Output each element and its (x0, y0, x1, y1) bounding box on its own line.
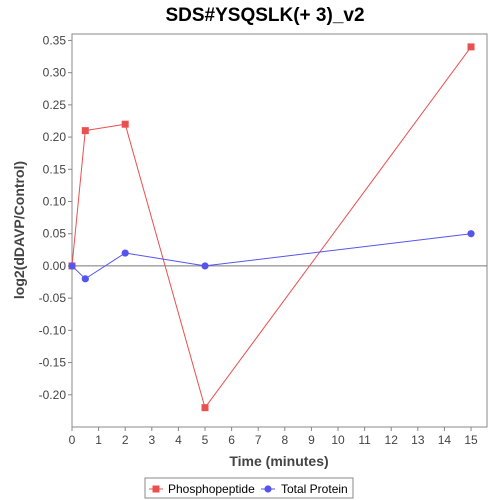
x-tick-label: 4 (175, 433, 182, 447)
data-point (201, 404, 209, 412)
y-tick-label: 0.00 (43, 259, 67, 273)
data-point (467, 43, 475, 51)
x-tick-label: 9 (308, 433, 315, 447)
y-tick-label: -0.15 (39, 356, 67, 370)
data-point (467, 230, 475, 238)
y-tick-label: -0.20 (39, 388, 67, 402)
x-tick-label: 13 (411, 433, 425, 447)
series-layer (68, 43, 475, 412)
x-tick-label: 15 (464, 433, 478, 447)
y-tick-label: 0.10 (43, 195, 67, 209)
x-tick-label: 7 (255, 433, 262, 447)
chart-title: SDS#YSQSLK(+ 3)_v2 (165, 5, 364, 26)
data-point (201, 262, 209, 270)
x-tick-label: 0 (69, 433, 76, 447)
legend-box (144, 477, 354, 499)
data-point (81, 127, 89, 135)
x-tick-label: 11 (358, 433, 371, 447)
x-axis: 0 1 2 3 4 5 6 7 8 9 10 11 12 13 14 15 (69, 427, 478, 447)
y-tick-label: 0.20 (43, 130, 67, 144)
data-point (121, 249, 129, 257)
x-tick-label: 3 (148, 433, 155, 447)
x-tick-label: 6 (228, 433, 235, 447)
legend-marker (152, 485, 160, 493)
x-tick-label: 2 (122, 433, 129, 447)
x-axis-label: Time (minutes) (229, 453, 328, 469)
y-tick-label: 0.05 (43, 227, 67, 241)
x-tick-label: 8 (281, 433, 288, 447)
x-tick-label: 12 (385, 433, 399, 447)
x-tick-label: 10 (331, 433, 345, 447)
legend-label: Phosphopeptide (168, 482, 255, 496)
data-point (81, 275, 89, 283)
legend: Phosphopeptide Total Protein (144, 477, 354, 499)
y-tick-label: -0.05 (39, 291, 67, 305)
y-tick-label: 0.15 (43, 162, 67, 176)
legend-label: Total Protein (281, 482, 348, 496)
x-tick-label: 5 (202, 433, 209, 447)
data-point (121, 120, 129, 128)
y-tick-label: 0.35 (43, 33, 67, 47)
y-tick-label: -0.10 (39, 323, 67, 337)
y-axis-label: log2(dDAVP/Control) (11, 161, 27, 299)
y-axis: -0.20 -0.15 -0.10 -0.05 0.00 0.05 0.10 0.15 0.20… (39, 33, 72, 402)
y-tick-label: 0.30 (43, 66, 67, 80)
x-tick-label: 1 (95, 433, 102, 447)
x-tick-label: 14 (438, 433, 452, 447)
y-tick-label: 0.25 (43, 98, 67, 112)
data-point (68, 262, 76, 270)
plot-area (71, 33, 488, 428)
legend-marker (264, 485, 272, 493)
